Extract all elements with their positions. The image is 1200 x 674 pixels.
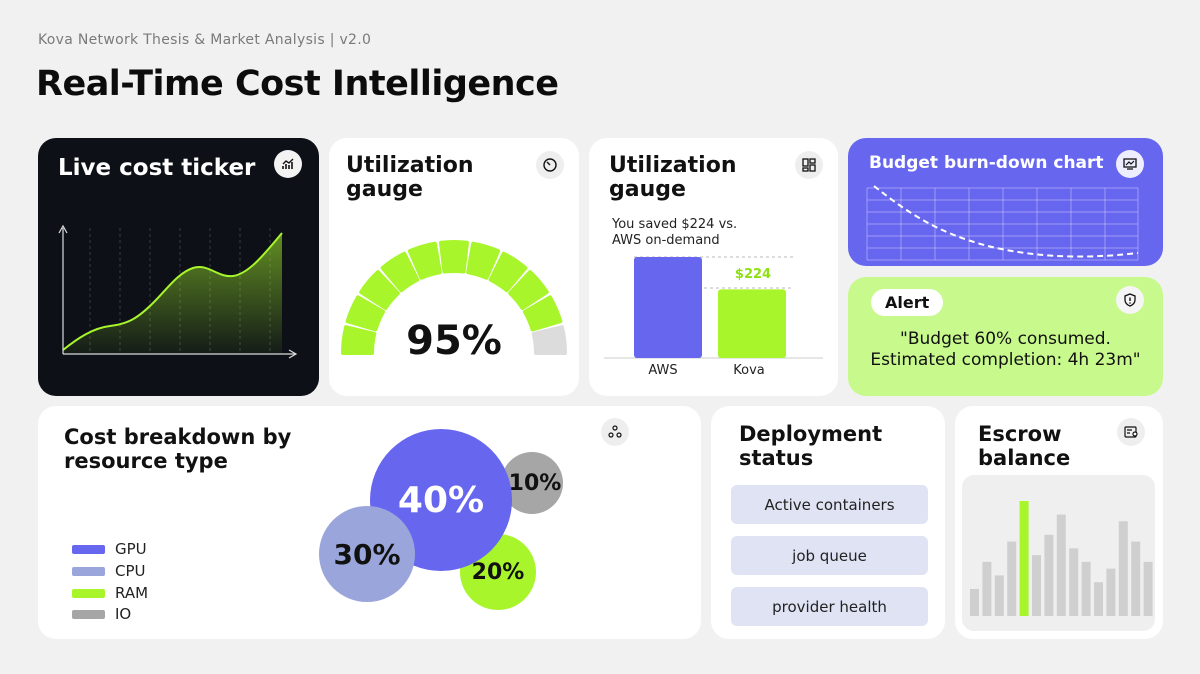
layout-grid-icon[interactable]	[795, 151, 823, 179]
page-title: Real-Time Cost Intelligence	[36, 64, 559, 104]
gauge-segment	[531, 325, 567, 355]
escrow-bar	[1106, 568, 1116, 616]
live-cost-ticker-card[interactable]: Live cost ticker	[38, 138, 319, 396]
escrow-bar	[1019, 501, 1029, 616]
burndown-chart	[866, 185, 1139, 261]
alert-card[interactable]: Alert "Budget 60% consumed. Estimated com…	[848, 277, 1163, 396]
escrow-bar	[1118, 521, 1128, 616]
escrow-title: Escrow balance	[978, 422, 1071, 470]
savings-title: Utilization gauge	[609, 153, 737, 202]
alert-message: "Budget 60% consumed. Estimated completio…	[870, 329, 1141, 370]
gauge-segment	[380, 251, 420, 293]
bar-aws-label: AWS	[648, 363, 677, 378]
gauge-segment	[488, 251, 528, 293]
deployment-status-card[interactable]: Deployment status Active containers job q…	[711, 406, 945, 639]
gauge-segment	[359, 270, 400, 310]
escrow-bar	[1143, 561, 1153, 616]
gauge-segment	[438, 240, 470, 274]
savings-note: You saved $224 vs. AWS on-demand	[612, 217, 738, 248]
escrow-bar	[1094, 582, 1103, 616]
gauge-arc	[341, 240, 567, 355]
escrow-bar	[1044, 534, 1054, 616]
deck-subtitle: Kova Network Thesis & Market Analysis | …	[38, 32, 372, 48]
legend-ram: RAM	[72, 584, 148, 602]
gauge-segment	[466, 241, 501, 280]
gauge-segment	[508, 270, 549, 310]
escrow-bar	[1069, 548, 1079, 616]
utilization-gauge-card[interactable]: Utilization gauge 95%	[329, 138, 579, 396]
ticker-chart	[58, 224, 298, 359]
legend-io: IO	[72, 605, 131, 623]
escrow-bar	[994, 575, 1004, 616]
deploy-title: Deployment status	[739, 422, 883, 470]
gauge-icon[interactable]	[536, 151, 564, 179]
status-provider-health[interactable]: provider health	[731, 587, 928, 626]
savings-card[interactable]: Utilization gauge You saved $224 vs. AWS o…	[589, 138, 838, 396]
escrow-bar	[1056, 514, 1066, 616]
bar-kova	[718, 289, 786, 358]
alert-badge: Alert	[871, 289, 944, 316]
burndown-title: Budget burn-down chart	[869, 153, 1104, 173]
legend-cpu: CPU	[72, 562, 146, 580]
gauge-title: Utilization gauge	[346, 153, 474, 202]
status-active-containers[interactable]: Active containers	[731, 485, 928, 524]
nodes-icon[interactable]	[601, 418, 629, 446]
bubble-cpu: 30%	[319, 506, 415, 602]
chart-trend-icon[interactable]	[274, 150, 302, 178]
gauge-value: 95%	[406, 318, 502, 364]
escrow-bar	[1032, 555, 1041, 616]
status-job-queue[interactable]: job queue	[731, 536, 928, 575]
shield-alert-icon[interactable]	[1116, 286, 1144, 314]
bar-kova-label: Kova	[733, 363, 765, 378]
gauge-segment	[341, 325, 377, 355]
savings-bar-chart: $224 AWS Kova	[604, 256, 823, 378]
legend-gpu: GPU	[72, 540, 147, 558]
bar-aws	[634, 257, 702, 358]
breakdown-title: Cost breakdown by resource type	[64, 425, 292, 473]
gauge-segment	[345, 295, 386, 332]
escrow-bar	[1007, 541, 1017, 616]
escrow-bar-chart	[970, 501, 1153, 616]
ticker-title: Live cost ticker	[58, 155, 256, 181]
savings-diff-label: $224	[735, 267, 771, 282]
escrow-balance-card[interactable]: Escrow balance	[955, 406, 1163, 639]
escrow-bar	[982, 561, 992, 616]
cost-breakdown-card[interactable]: Cost breakdown by resource type GPU CPU R…	[38, 406, 701, 639]
monitor-chart-icon[interactable]	[1116, 150, 1144, 178]
escrow-bar	[1131, 541, 1141, 616]
gauge-segment	[407, 241, 442, 280]
gauge-segment	[522, 295, 563, 332]
budget-burndown-card[interactable]: Budget burn-down chart	[848, 138, 1163, 266]
wallet-settings-icon[interactable]	[1117, 418, 1145, 446]
escrow-bar	[970, 588, 979, 616]
escrow-bar	[1081, 561, 1091, 616]
